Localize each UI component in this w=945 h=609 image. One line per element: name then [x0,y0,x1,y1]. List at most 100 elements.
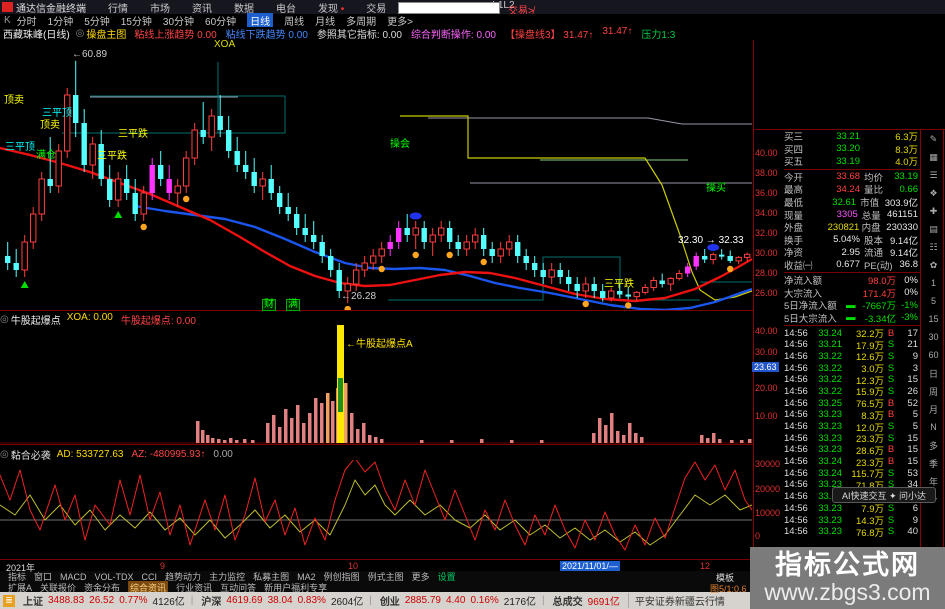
template-note[interactable]: 模板 [716,573,735,583]
period-5分钟[interactable]: 5分钟 [84,17,110,28]
period-分时[interactable]: 分时 [16,17,37,28]
strip-period-月[interactable]: 月 [928,404,938,415]
menu-资讯[interactable]: 资讯 [192,3,212,15]
strip-period-日[interactable]: 日 [928,368,938,379]
tab-综合资讯[interactable]: 综合资讯 [128,580,169,594]
menu-市场[interactable]: 市场 [150,3,170,15]
menu-数据[interactable]: 数据 [234,3,254,15]
strip-tool-icon[interactable]: ▦ [929,151,938,162]
tab-窗口[interactable]: 窗口 [34,572,53,582]
strip-tool-icon[interactable]: ❖ [929,187,938,198]
tick-trade-row[interactable]: 14:56 33.22 3.0万 S 3 [784,362,920,376]
strip-period-季[interactable]: 季 [928,458,938,469]
menu-电台[interactable]: 电台 [276,3,296,15]
bid-row[interactable]: 买五 33.19 4.0万 [784,155,920,169]
strip-period-5[interactable]: 5 [930,296,936,306]
period-周线[interactable]: 周线 [284,17,305,28]
tick-trade-row[interactable]: 14:56 33.22 15.9万 S 26 [784,385,920,399]
bid-row[interactable]: 买四 33.20 8.3万 [784,143,920,156]
strip-tool-icon[interactable]: ☷ [929,241,938,252]
tab-MA2[interactable]: MA2 [297,571,316,582]
tick-trade-row[interactable]: 14:56 33.23 12.0万 S 5 [784,421,920,434]
tick-count: 3 [912,362,918,374]
period-更多>[interactable]: 更多> [387,17,414,28]
strip-period-15[interactable]: 15 [928,314,939,324]
tab-指标[interactable]: 指标 [8,572,27,582]
strip-tool-icon[interactable]: ▤ [929,223,938,234]
panel3-lines-chart[interactable] [0,460,752,559]
tick-trade-row[interactable]: 14:56 33.25 76.5万 B 52 [784,397,920,411]
period-30分钟[interactable]: 30分钟 [162,17,195,28]
tab-主力监控[interactable]: 主力监控 [209,572,246,582]
tab-VOL-TDX[interactable]: VOL-TDX [94,571,134,582]
tab-扩展A[interactable]: 扩展A [8,582,33,593]
tab-趋势动力[interactable]: 趋势动力 [165,572,202,582]
strip-tool-icon[interactable]: ✎ [929,133,938,144]
tick-volume: 7.9万 [861,504,884,516]
panel3-toggle-icon[interactable]: ◎ [0,449,9,460]
menu-交易[interactable]: 交易 [366,3,387,15]
tick-trade-row[interactable]: 14:56 33.22 12.3万 S 15 [784,374,920,387]
strip-period-年[interactable]: 年 [928,476,938,487]
tick-trade-row[interactable]: 14:56 33.22 12.6万 S 9 [784,351,920,364]
period-15分钟[interactable]: 15分钟 [120,17,152,28]
main-candlestick-chart[interactable] [0,40,752,310]
strip-period-1[interactable]: 1 [930,278,936,288]
ai-assistant-tooltip[interactable]: AI快速交互 ✦ 问小达 [832,487,936,503]
period-60分钟[interactable]: 60分钟 [205,17,237,28]
tab-设置[interactable]: 设置 [437,572,456,582]
tab-互动问答[interactable]: 互动问答 [220,582,257,593]
tab-例式主图[interactable]: 例式主图 [367,572,404,582]
tab-私募主图[interactable]: 私募主图 [253,572,290,582]
layout-note[interactable]: 图5/1:0.6 [710,584,747,594]
tab-CCI[interactable]: CCI [141,571,158,582]
menu-L1L2[interactable]: L1L2 [492,0,515,11]
tick-trade-row[interactable]: 14:56 33.23 8.3万 B 5 [784,409,920,422]
chart-label: 三平顶 [42,108,72,119]
strip-period-多[interactable]: 多 [928,440,938,451]
bid-row[interactable]: 买三 33.21 6.3万 [784,130,920,144]
tick-trade-row[interactable]: 14:56 33.2371.8万S 34 [784,479,920,492]
panel2-bars-chart[interactable] [0,322,752,444]
tab-行业资讯[interactable]: 行业资讯 [176,582,213,593]
period-多周期[interactable]: 多周期 [346,17,377,28]
tick-price: 33.22 [818,385,842,397]
strip-period-30[interactable]: 30 [928,332,939,342]
tab-例创指图[interactable]: 例创指图 [323,572,360,582]
index-name[interactable]: 上证 [23,597,43,608]
tick-trade-row[interactable]: 14:56 33.23 76.8万 S 40 [784,526,920,539]
tick-trade-row[interactable]: 14:56 33.23 14.3万 S 9 [784,514,920,528]
period-月线[interactable]: 月线 [315,17,336,28]
top-search-input[interactable] [398,2,500,14]
trade-link[interactable]: 交易≯ [508,6,534,17]
tab-新用户福利专享[interactable]: 新用户福利专享 [264,582,328,593]
tick-trade-row[interactable]: 14:56 33.23 23.3万 S 15 [784,432,920,446]
indicator-toggle-icon[interactable]: ◎ [75,28,85,39]
menu-发现[interactable]: 发现 • [318,3,345,15]
strip-period-N[interactable]: N [930,422,937,432]
tab-更多[interactable]: 更多 [411,572,430,582]
index-name[interactable]: 沪深 [201,597,222,608]
tab-资金分布[interactable]: 资金分布 [84,582,121,593]
tick-trade-row[interactable]: 14:56 33.23 7.9万 S 6 [784,503,920,516]
tick-volume: 14.3万 [856,516,884,528]
tab-关联报价[interactable]: 关联报价 [40,582,77,593]
tick-trade-row[interactable]: 14:56 33.23 28.6万 B 15 [784,444,920,457]
strip-tool-icon[interactable]: ✿ [929,259,938,270]
panel2-toggle-icon[interactable]: ◎ [0,314,9,325]
tick-trade-row[interactable]: 14:56 33.21 17.9万 S 21 [784,339,920,352]
strip-tool-icon[interactable]: ✚ [929,205,938,216]
tick-trade-row[interactable]: 14:56 33.24 115.7万 S 53 [784,467,920,481]
strip-period-60[interactable]: 60 [928,350,939,360]
period-1分钟[interactable]: 1分钟 [47,17,74,28]
index-name[interactable]: 创业 [379,597,400,608]
strip-tool-icon[interactable]: ☰ [929,169,938,180]
tab-MACD[interactable]: MACD [60,571,87,582]
quote-info-row: 净资 2.95 流通 9.14亿 [784,246,920,260]
period-日线[interactable]: 日线 [247,13,274,28]
tick-trade-row[interactable]: 14:56 33.24 32.2万 B 17 [784,327,920,341]
strip-period-周[interactable]: 周 [928,386,938,397]
menu-行情[interactable]: 行情 [108,3,128,15]
market-status-icon[interactable]: ≣ [3,594,15,607]
tick-trade-row[interactable]: 14:56 33.24 23.3万 B 15 [784,456,920,469]
